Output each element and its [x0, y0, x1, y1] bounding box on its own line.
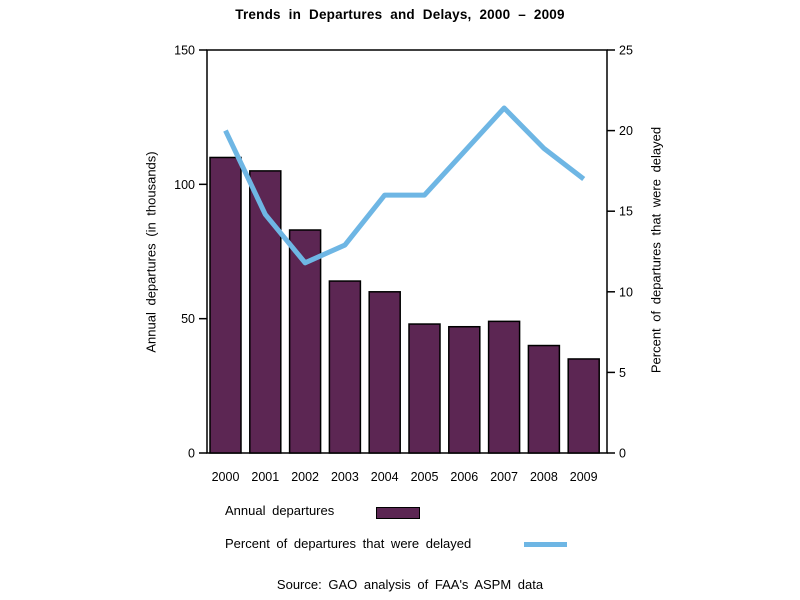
right-axis-tick-label: 15	[619, 205, 633, 219]
right-axis-tick-label: 0	[619, 447, 626, 461]
left-axis-tick-label: 0	[188, 447, 195, 461]
source-note: Source: GAO analysis of FAA's ASPM data	[276, 577, 544, 592]
right-axis-tick-label: 25	[619, 44, 633, 58]
x-axis-year-label: 2000	[212, 470, 240, 484]
legend-label-departures: Annual departures	[225, 503, 335, 518]
legend-swatch-delays	[524, 542, 567, 547]
bar-2003	[328, 280, 362, 454]
right-axis-tick-label: 5	[619, 366, 626, 380]
right-axis-tick-label: 20	[619, 124, 633, 138]
x-axis-year-label: 2005	[411, 470, 439, 484]
bar-2000	[209, 156, 242, 454]
x-axis-year-label: 2003	[331, 470, 359, 484]
bar-2004	[368, 291, 401, 454]
x-axis-year-label: 2007	[490, 470, 518, 484]
bar-2002	[288, 229, 322, 454]
x-axis-year-label: 2002	[291, 470, 319, 484]
legend-label-delays: Percent of departures that were delayed	[225, 536, 472, 551]
chart-title: Trends in Departures and Delays, 2000 – …	[235, 7, 565, 22]
x-axis-year-label: 2009	[570, 470, 598, 484]
bar-2008	[527, 344, 561, 454]
bar-2006	[448, 325, 481, 454]
legend-swatch-departures	[376, 507, 420, 519]
x-axis-year-label: 2004	[371, 470, 399, 484]
plot-frame	[206, 49, 608, 454]
left-axis-tick-label: 150	[174, 44, 195, 58]
x-axis-year-label: 2008	[530, 470, 558, 484]
right-axis-tick-label: 10	[619, 285, 633, 299]
x-axis-year-label: 2001	[251, 470, 279, 484]
bar-2009	[567, 358, 600, 454]
bar-2007	[487, 320, 521, 454]
left-axis-tick-label: 100	[174, 178, 195, 192]
delay-percent-line	[223, 105, 586, 266]
bar-2005	[408, 323, 441, 454]
x-axis-year-label: 2006	[450, 470, 478, 484]
left-axis-tick-label: 50	[181, 312, 195, 326]
